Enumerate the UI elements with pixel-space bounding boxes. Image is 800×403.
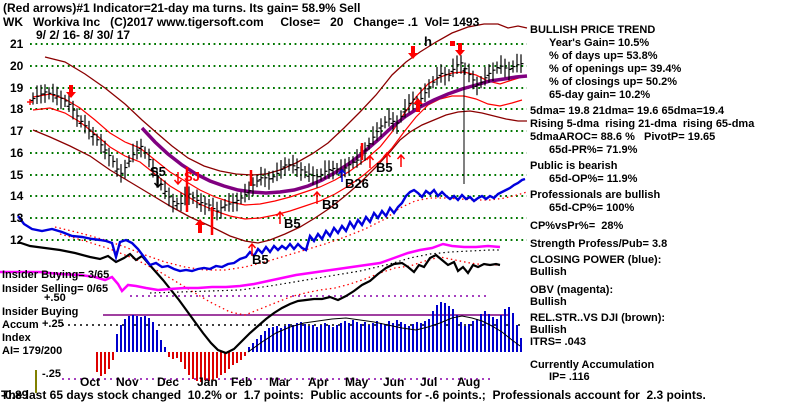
right-panel-line: % of days up= 53.8% bbox=[549, 50, 658, 62]
y-axis-label: 21 bbox=[10, 37, 24, 51]
thin-up-arrow-icon bbox=[396, 153, 406, 160]
signal-label: B5 bbox=[322, 197, 339, 212]
month-label: Jun bbox=[383, 375, 405, 389]
upper-envelope-line bbox=[32, 71, 523, 206]
month-label: Mar bbox=[269, 375, 291, 389]
summary-line: The last 65 days stock changed 10.2% or … bbox=[1, 388, 706, 402]
left-pane-label: Index bbox=[2, 332, 31, 344]
right-panel-line: % of openings up= 39.4% bbox=[549, 63, 682, 75]
right-panel-line: 65d-OP%= 11.9% bbox=[549, 173, 638, 185]
obv-line bbox=[0, 242, 501, 294]
right-panel-line: 5dmaAROC= 88.6 % PivotP= 19.65 bbox=[530, 131, 716, 143]
right-panel-line: CP%vsPr%= 28% bbox=[530, 220, 624, 232]
thin-up-arrow-icon bbox=[247, 242, 257, 249]
y-axis-label: 19 bbox=[10, 81, 24, 95]
accum-index-ma-line bbox=[247, 315, 521, 353]
cp-ma-dotted-line bbox=[54, 191, 528, 271]
signal-label: B5 bbox=[376, 160, 393, 175]
signal-label: h bbox=[424, 34, 432, 49]
date-range: 9/ 2/ 16- 8/ 30/ 17 bbox=[36, 28, 131, 42]
signal-label: S5 bbox=[150, 164, 166, 179]
thin-up-arrow-icon bbox=[275, 210, 285, 217]
thin-down-arrow-icon bbox=[173, 179, 183, 186]
y-axis-label: 16 bbox=[10, 146, 24, 160]
right-panel-line: Professionals are bullish bbox=[530, 189, 661, 201]
left-pane-label: Insider Buying= 3/65 bbox=[2, 269, 110, 281]
right-panel-line: 65d-CP%= 100% bbox=[549, 202, 635, 214]
signal-label: B5 bbox=[252, 252, 269, 267]
65dma-line bbox=[140, 74, 528, 195]
relative-strength-line bbox=[17, 240, 501, 355]
left-pane-label: +.50 bbox=[44, 292, 66, 304]
summary-overlay-value: -0.89 bbox=[1, 388, 29, 402]
thin-up-arrow-icon bbox=[312, 190, 322, 197]
y-axis-label: 13 bbox=[10, 211, 24, 225]
month-label: Feb bbox=[231, 375, 253, 389]
right-panel-line: CLOSING POWER (blue): bbox=[530, 254, 662, 266]
relstr-ma-dotted-line bbox=[59, 233, 497, 316]
right-panel-line: OBV (magenta): bbox=[530, 284, 614, 296]
signal-label: SJ bbox=[184, 169, 200, 184]
red-square-marker bbox=[450, 41, 455, 46]
lower-envelope-line bbox=[32, 95, 523, 220]
signal-label: B26 bbox=[345, 176, 369, 191]
y-axis-label: 14 bbox=[10, 189, 24, 203]
right-panel-line: Public is bearish bbox=[530, 160, 618, 172]
right-panel-line: % of closings up= 50.2% bbox=[549, 76, 678, 88]
thin-up-arrow-icon bbox=[337, 168, 347, 175]
right-panel-line: Year's Gain= 10.5% bbox=[549, 37, 650, 49]
left-pane-label: Accum bbox=[2, 319, 39, 331]
right-panel-line: Strength Profess/Pub= 3.8 bbox=[530, 238, 668, 250]
y-axis-label: 15 bbox=[10, 168, 24, 182]
month-label: Nov bbox=[116, 375, 139, 389]
upper-band-line bbox=[44, 23, 528, 176]
right-panel-line: Bullish bbox=[530, 296, 567, 308]
month-label: Jul bbox=[420, 375, 438, 389]
right-panel-line: ITRS= .043 bbox=[530, 336, 586, 348]
thick-down-arrow-icon bbox=[66, 85, 76, 98]
obv-ma-dotted-line bbox=[149, 249, 500, 294]
left-pane-label: +.25 bbox=[42, 318, 64, 330]
left-pane-label: Insider Selling= 0/65 bbox=[2, 283, 109, 295]
right-panel-line: Bullish bbox=[530, 266, 567, 278]
ticker-title: WK Workiva Inc (C)2017 www.tigersoft.com… bbox=[3, 15, 480, 29]
thick-down-arrow-icon bbox=[408, 46, 418, 59]
month-label: Apr bbox=[308, 375, 329, 389]
thick-down-arrow-icon bbox=[455, 43, 465, 56]
right-panel-line: 5dma= 19.8 21dma= 19.6 65dma=19.4 bbox=[530, 105, 725, 117]
right-panel-line: Currently Accumulation bbox=[530, 359, 655, 371]
right-panel-line: REL.STR..VS DJI (brown): bbox=[530, 312, 666, 324]
thin-up-arrow-icon bbox=[365, 154, 375, 161]
left-pane-label: -.25 bbox=[42, 368, 61, 380]
y-axis-label: 12 bbox=[10, 233, 24, 247]
month-label: May bbox=[345, 375, 369, 389]
right-panel-line: 65-day gain= 10.2% bbox=[549, 89, 651, 101]
thin-down-arrow-icon bbox=[153, 182, 163, 189]
month-label: Oct bbox=[80, 375, 101, 389]
y-axis-label: 18 bbox=[10, 102, 24, 116]
right-panel-line: Rising 5-dma rising 21-dma rising 65-dma bbox=[530, 118, 755, 130]
right-panel-line: Bullish bbox=[530, 324, 567, 336]
right-panel-line: 65d-PR%= 71.9% bbox=[549, 144, 638, 156]
y-axis-label: 17 bbox=[10, 124, 24, 138]
left-pane-label: AI= 179/200 bbox=[2, 345, 63, 357]
indicator-headline: (Red arrows)#1 Indicator=21-day ma turns… bbox=[3, 1, 361, 15]
month-label: Jan bbox=[197, 375, 218, 389]
left-pane-label: Insider Buying bbox=[2, 306, 79, 318]
y-axis-label: 20 bbox=[10, 59, 24, 73]
signal-label: B5 bbox=[284, 216, 301, 231]
thin-up-arrow-icon bbox=[382, 151, 392, 158]
right-panel-line: IP= .116 bbox=[549, 371, 590, 383]
month-label: Dec bbox=[157, 375, 180, 389]
month-label: Aug bbox=[457, 375, 481, 389]
right-panel-line: BULLISH PRICE TREND bbox=[530, 24, 656, 36]
thick-up-arrow-icon bbox=[413, 98, 423, 112]
closing-power-line bbox=[17, 177, 526, 273]
thick-up-arrow-icon bbox=[195, 219, 205, 233]
